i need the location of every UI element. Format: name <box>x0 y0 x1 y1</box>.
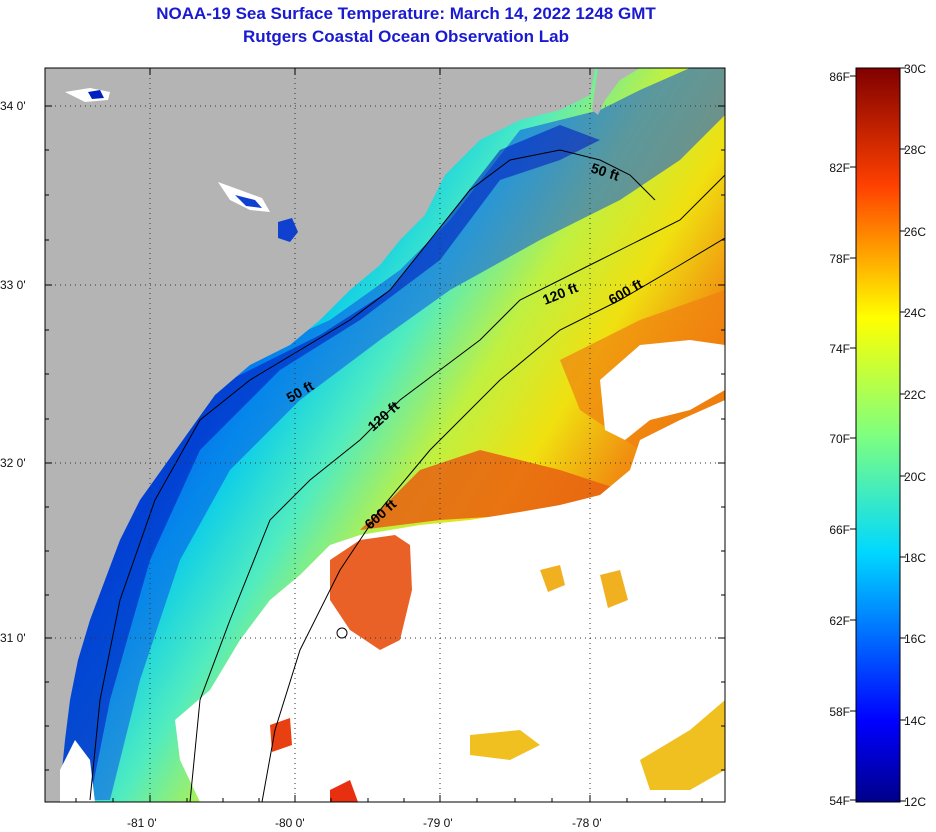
colorbar-label-16c: 16C <box>904 632 927 646</box>
warm-patch-6 <box>270 718 292 752</box>
colorbar-label-30c: 30C <box>904 62 927 76</box>
warm-front <box>360 450 615 530</box>
colorbar-ticks <box>850 67 906 802</box>
inland-water-1 <box>88 90 104 99</box>
colorbar-label-26c: 26C <box>904 225 927 239</box>
map-frame <box>44 67 726 803</box>
colorbar-label-20c: 20C <box>904 470 927 484</box>
lat-ticks <box>45 105 725 771</box>
colorbar-label-74f: 74F <box>829 342 850 356</box>
cape-fear-land <box>592 68 640 115</box>
lat-label-33: 33 0' <box>0 278 26 292</box>
lon-label-78: -78 0' <box>572 816 602 830</box>
colorbar-label-78f: 78F <box>829 252 850 266</box>
lon-ticks <box>75 68 703 802</box>
isobath-600ft <box>261 237 725 802</box>
cloud-cover-sw <box>60 740 95 802</box>
warm-patch-3 <box>470 730 540 760</box>
colorbar-label-66f: 66F <box>829 523 850 537</box>
lon-label-80: -80 0' <box>275 816 305 830</box>
lon-label-79: -79 0' <box>423 816 453 830</box>
colorbar-label-12c: 12C <box>904 795 927 809</box>
land-mass <box>45 68 595 802</box>
map-subtitle: Rutgers Coastal Ocean Observation Lab <box>243 27 569 46</box>
lat-label-31: 31 0' <box>0 631 26 645</box>
colorbar-label-14c: 14C <box>904 714 927 728</box>
colorbar-label-28c: 28C <box>904 143 927 157</box>
colorbar-label-18c: 18C <box>904 551 927 565</box>
isobath-120ft <box>189 174 725 802</box>
cloud-cover-east <box>600 340 725 440</box>
warm-patch-2 <box>600 570 628 608</box>
warm-eddy <box>330 535 412 650</box>
warm-patch-4 <box>640 700 725 790</box>
warm-patch-1 <box>540 565 565 592</box>
lat-label-32: 32 0' <box>0 456 26 470</box>
colorbar-label-62f: 62F <box>829 614 850 628</box>
colorbar-label-54f: 54F <box>829 794 850 808</box>
lat-label-34: 34 0' <box>0 99 26 113</box>
isobath-50ft <box>89 149 656 801</box>
colorbar-label-58f: 58F <box>829 705 850 719</box>
colorbar-label-22c: 22C <box>904 388 927 402</box>
map-title: NOAA-19 Sea Surface Temperature: March 1… <box>156 4 656 23</box>
seamount-contour <box>336 627 348 639</box>
warm-patch-5 <box>330 780 358 802</box>
inland-water-3 <box>278 218 298 242</box>
colorbar-label-24c: 24C <box>904 306 927 320</box>
inland-water-2 <box>235 195 262 208</box>
colorbar-label-86f: 86F <box>829 70 850 84</box>
graticule <box>45 68 725 802</box>
colorbar-label-70f: 70F <box>829 432 850 446</box>
cloud-cover-south <box>175 400 725 802</box>
colorbar <box>855 67 901 803</box>
lon-label-81: -81 0' <box>127 816 157 830</box>
colorbar-label-82f: 82F <box>829 161 850 175</box>
